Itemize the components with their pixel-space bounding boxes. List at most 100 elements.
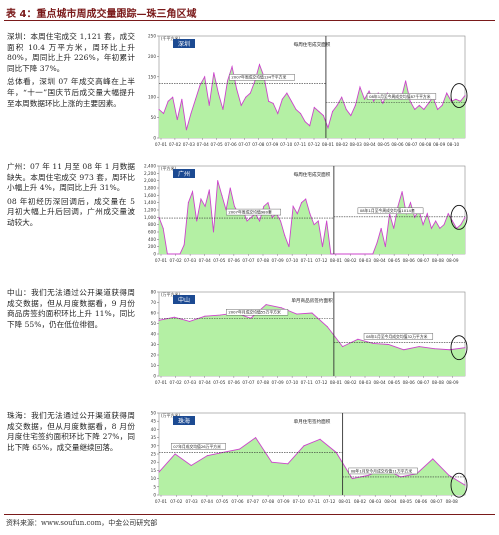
y-tick-label: 45	[151, 419, 157, 424]
x-tick-label: 07-08	[262, 499, 275, 504]
data-point	[187, 202, 189, 204]
data-point	[338, 253, 340, 255]
data-point	[464, 484, 466, 486]
y-tick-label: 1,400	[144, 200, 156, 205]
data-point	[158, 319, 160, 321]
data-point	[190, 464, 192, 466]
x-tick-label: 08-01	[322, 142, 335, 147]
data-point	[245, 96, 247, 98]
x-tick-label: 07-06	[224, 142, 237, 147]
x-tick-label: 07-02	[169, 380, 182, 385]
x-tick-label: 08-04	[364, 142, 377, 147]
data-point	[217, 180, 219, 182]
data-point	[208, 104, 210, 106]
data-point	[455, 98, 457, 100]
x-tick-label: 08-04	[384, 499, 397, 504]
series-line	[158, 180, 466, 255]
x-tick-label: 08-05	[400, 499, 413, 504]
x-tick-label: 08-06	[391, 142, 404, 147]
chart-svg: 0 200 400 600 800 1,000 1,200 1,400 1,600 1,800 2,…	[144, 164, 468, 263]
x-tick-label: 07-04	[201, 499, 214, 504]
series-line	[158, 436, 466, 486]
data-point	[388, 344, 389, 345]
data-point	[171, 253, 173, 255]
y-tick-label: 0	[153, 136, 156, 141]
data-point	[290, 100, 292, 102]
x-tick-label: 07-10	[286, 258, 299, 263]
data-point	[158, 471, 160, 473]
x-tick-label: 08-06	[403, 380, 416, 385]
y-tick-label: 40	[151, 427, 157, 432]
y-tick-label: 25	[151, 452, 157, 457]
data-point	[246, 220, 248, 222]
x-tick-label: 07-10	[280, 142, 293, 147]
y-unit-label: (千平方米)	[161, 35, 181, 41]
data-point	[236, 88, 238, 90]
data-point	[430, 227, 432, 229]
data-point	[335, 451, 337, 453]
x-tick-label: 08-03	[359, 380, 372, 385]
data-point	[449, 349, 451, 351]
annotation-text: 2007年月成交均值55万平方米	[228, 310, 281, 315]
annotation-text: 2007年周成交均值134千平方米	[231, 75, 286, 80]
page-title: 表 4：重点城市周成交量跟踪—珠三角区域	[6, 9, 197, 20]
source-note: 资料来源：www.soufun.com，中金公司研究部	[6, 519, 158, 527]
x-tick-label: 07-03	[183, 142, 196, 147]
x-tick-label: 07-08	[252, 142, 265, 147]
x-tick-label: 08-08	[419, 142, 432, 147]
x-tick-label: 07-03	[184, 380, 197, 385]
x-tick-label: 08-04	[373, 380, 386, 385]
data-point	[176, 119, 178, 121]
data-point	[267, 202, 269, 204]
x-tick-label: 07-05	[213, 258, 226, 263]
data-point	[332, 110, 334, 112]
data-point	[432, 458, 434, 460]
x-tick-label: 07-01	[155, 142, 168, 147]
data-point	[255, 437, 257, 439]
data-point	[410, 202, 412, 204]
y-unit-label: (万平方米)	[161, 291, 181, 297]
data-point	[296, 213, 298, 215]
x-tick-label: 07-06	[228, 258, 241, 263]
highlight-ellipse	[450, 335, 468, 361]
data-point	[372, 342, 374, 344]
data-point	[427, 102, 429, 104]
x-tick-label: 07-03	[186, 499, 199, 504]
data-point	[448, 474, 450, 476]
data-point	[217, 92, 219, 94]
y-tick-label: 15	[151, 468, 157, 473]
data-point	[200, 198, 202, 200]
data-point	[158, 216, 160, 218]
x-tick-label: 07-01	[155, 258, 168, 263]
x-tick-label: 07-12	[308, 142, 321, 147]
chart-title: 每周住宅成交面积	[294, 41, 331, 48]
y-tick-label: 70	[151, 300, 157, 305]
data-point	[185, 129, 187, 131]
data-point	[327, 127, 329, 129]
data-point	[347, 253, 349, 255]
x-tick-label: 07-12	[315, 258, 328, 263]
data-point	[277, 113, 279, 115]
y-tick-label: 5	[153, 484, 156, 489]
y-tick-label: 20	[151, 353, 157, 358]
city-tag-label: 中山	[178, 296, 190, 304]
data-point	[212, 231, 214, 233]
highlight-ellipse	[450, 83, 468, 109]
data-point	[351, 478, 353, 480]
data-point	[233, 205, 235, 207]
paragraph: 总体看，深圳 07 年成交高峰在上半年，“十一”国庆节后成交量大幅提升至本周数据…	[7, 77, 135, 108]
series-line	[158, 63, 466, 130]
data-point	[326, 220, 328, 222]
data-point	[263, 205, 265, 207]
chart-zhuhai: 0 5 10 15 20 25 30 35 40 45 50 (万平方米) 07-01 07-02 07-0…	[139, 405, 469, 511]
y-tick-label: 50	[151, 115, 157, 120]
y-tick-label: 800	[148, 222, 156, 227]
chart-shenzhen: 0 50 100 150 200 250 (千平方米) 07-01 07-02 07-03 07-0…	[139, 26, 469, 154]
section-zhongshan: 中山：我们无法通过公开渠道获得周成交数据，但从月度数据看，9 月份商品房签约面积…	[4, 284, 495, 394]
x-tick-label: 08-08	[432, 258, 445, 263]
data-point	[393, 227, 395, 229]
x-tick-label: 08-01	[330, 380, 343, 385]
data-point	[426, 213, 428, 215]
